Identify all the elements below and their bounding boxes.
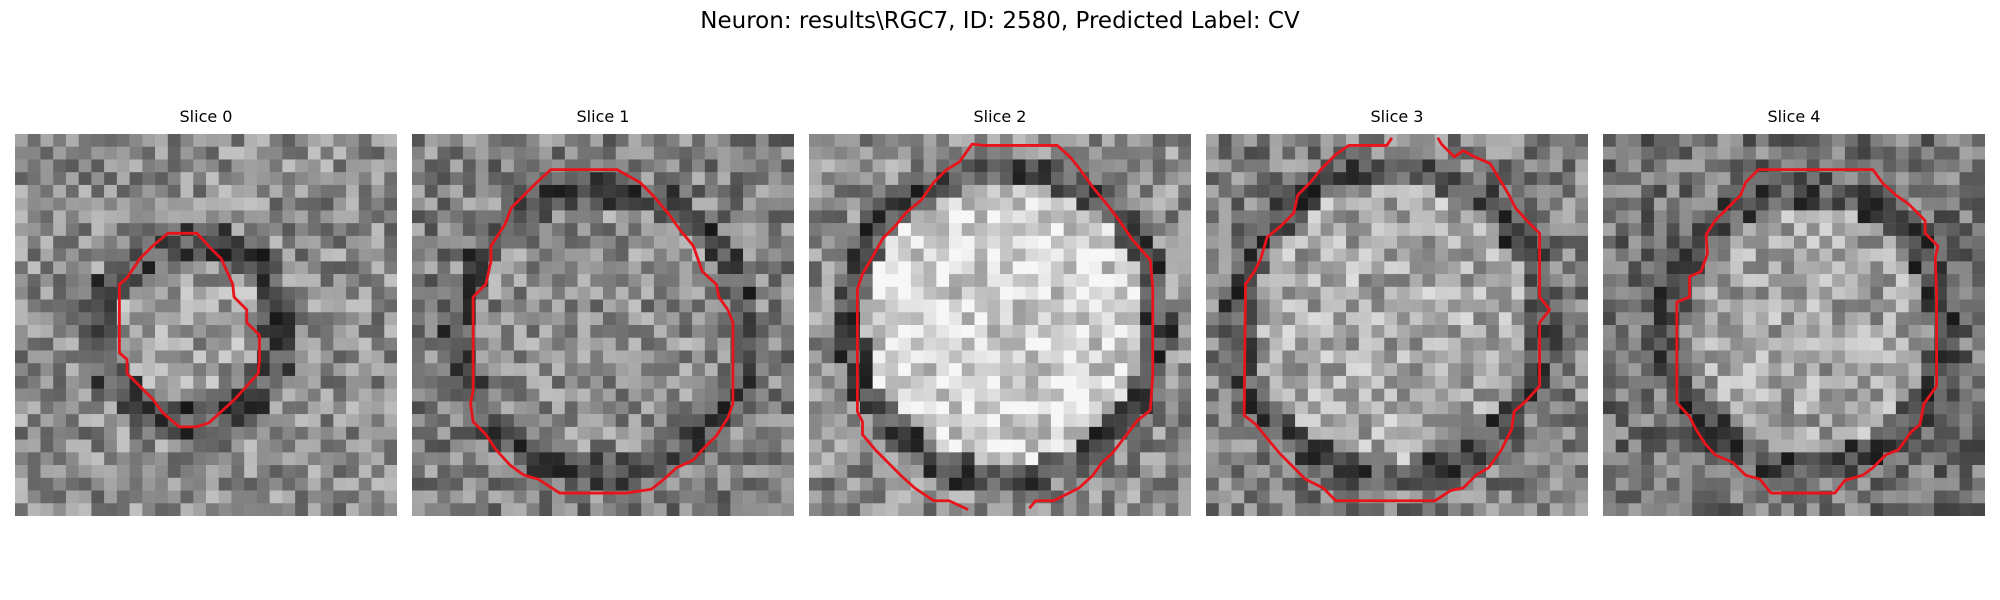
slice-0-image	[15, 134, 397, 516]
slice-2-image	[809, 134, 1191, 516]
slice-4-image	[1603, 134, 1985, 516]
slice-1-image	[412, 134, 794, 516]
figure-title: Neuron: results\RGC7, ID: 2580, Predicte…	[700, 8, 1300, 34]
slice-panel-1: Slice 1	[412, 105, 794, 516]
slice-3-image	[1206, 134, 1588, 516]
slice-panel-0: Slice 0	[15, 105, 397, 516]
slice-1-title: Slice 1	[576, 107, 630, 126]
slice-4-title: Slice 4	[1767, 107, 1821, 126]
slice-0-title: Slice 0	[179, 107, 233, 126]
slice-2-title: Slice 2	[973, 107, 1027, 126]
slice-panel-3: Slice 3	[1206, 105, 1588, 516]
slice-panel-4: Slice 4	[1603, 105, 1985, 516]
slice-3-title: Slice 3	[1370, 107, 1424, 126]
slice-panel-2: Slice 2	[809, 105, 1191, 516]
